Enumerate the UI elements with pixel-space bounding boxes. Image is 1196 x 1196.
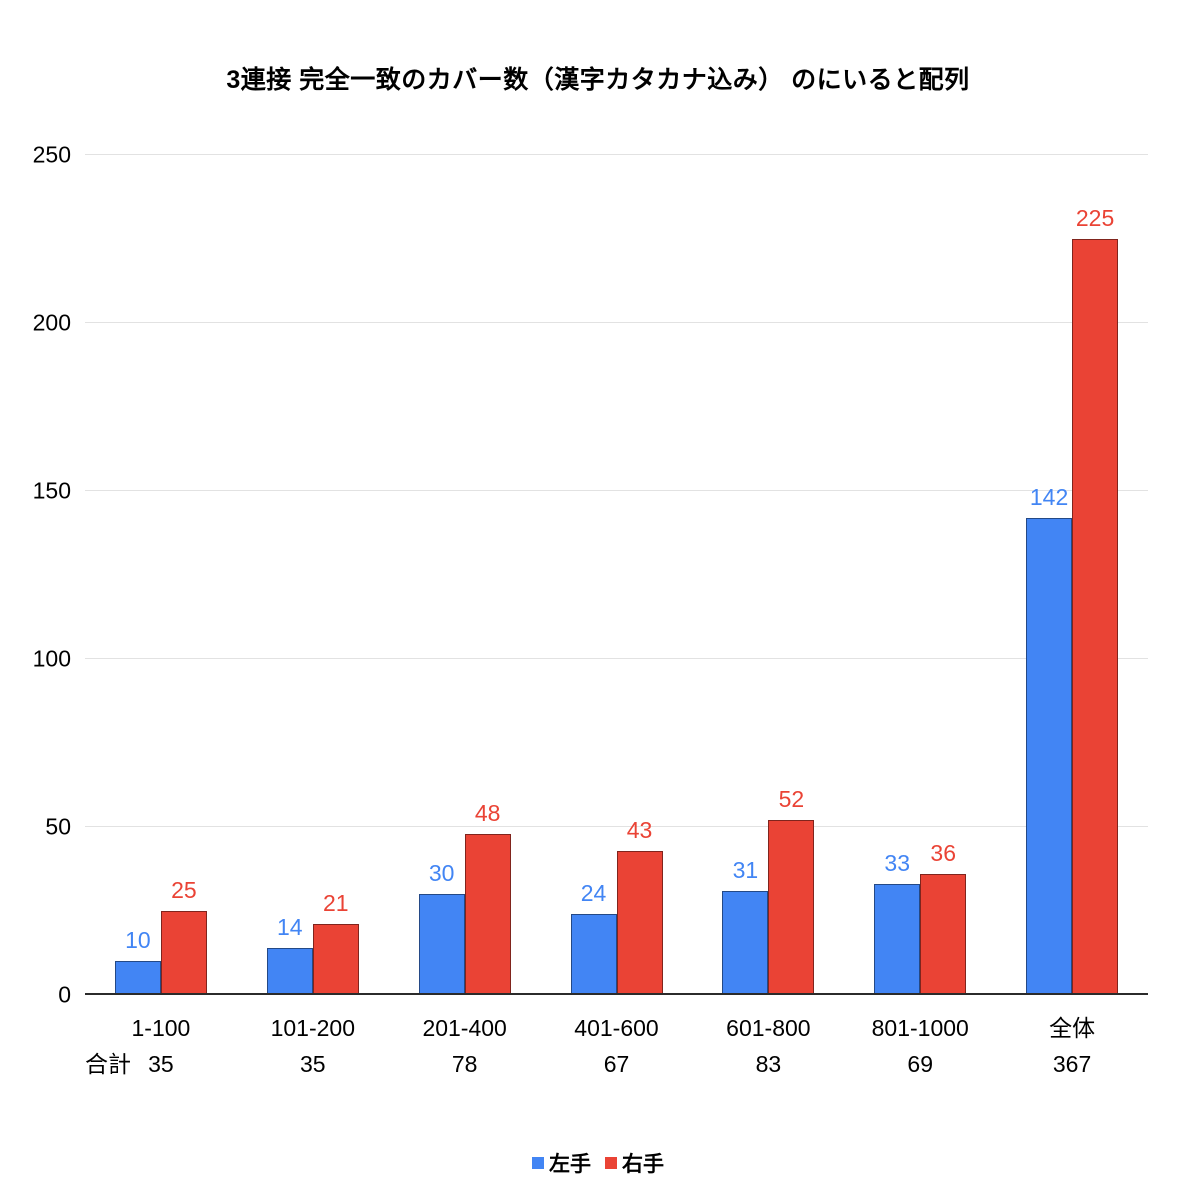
x-total-label: 35 (299, 1051, 326, 1077)
x-category-label: 201-400 (422, 1015, 507, 1041)
bar-groups: 10 25 14 21 30 48 24 43 31 52 33 36 142 225 (85, 155, 1148, 995)
x-category-label: 401-600 (574, 1015, 659, 1041)
bar-左手-1-100 (114, 961, 161, 995)
bar-group-801-1000: 33 36 (844, 155, 996, 995)
y-tick-label: 200 (32, 309, 71, 336)
y-tick-label: 150 (32, 477, 71, 504)
bar-右手-401-600 (616, 850, 663, 995)
bar-wrap: 25 (160, 155, 207, 995)
legend-item-左手: 左手 (532, 1148, 591, 1178)
bar-group-101-200: 14 21 (237, 155, 389, 995)
bar-value-label: 36 (930, 840, 957, 867)
chart-title: 3連接 完全一致のカバー数（漢字カタカナ込み） のにいると配列 (226, 66, 970, 94)
bar-wrap: 225 (1072, 155, 1119, 995)
bar-右手-101-200 (312, 924, 359, 995)
bar-group-全体: 142 225 (996, 155, 1148, 995)
bar-value-label: 25 (171, 877, 197, 903)
x-axis-baseline (85, 993, 1148, 995)
bar-右手-601-800 (768, 820, 815, 995)
y-tick-label: 50 (45, 813, 71, 840)
bar-value-label: 30 (428, 860, 455, 887)
bar-group-201-400: 30 48 (389, 155, 541, 995)
gridline-50 (85, 826, 1148, 827)
bar-wrap: 14 (266, 155, 313, 995)
bar-value-label: 43 (626, 816, 653, 843)
x-category-label: 101-200 (270, 1015, 355, 1041)
bar-右手-801-1000 (920, 874, 967, 995)
x-total-label: 35 (148, 1051, 174, 1077)
gridline-150 (85, 490, 1148, 491)
bar-wrap: 48 (464, 155, 511, 995)
bar-value-label: 33 (884, 850, 911, 877)
x-category-cell: 601-800 83 (692, 1013, 844, 1079)
legend-item-右手: 右手 (605, 1148, 664, 1178)
x-category-label: 1-100 (131, 1015, 191, 1041)
bar-group-1-100: 10 25 (85, 155, 237, 995)
y-tick-label: 0 (58, 981, 71, 1008)
bar-wrap: 24 (570, 155, 617, 995)
x-category-cell: 801-1000 69 (844, 1013, 996, 1079)
gridline-200 (85, 322, 1148, 323)
x-axis: 1-100 35 101-200 35 201-400 78 401-600 67 601-80… (85, 1013, 1148, 1079)
x-total-label: 78 (451, 1051, 478, 1077)
bar-右手-全体 (1072, 239, 1119, 995)
bar-左手-全体 (1026, 517, 1073, 995)
x-category-cell: 101-200 35 (237, 1013, 389, 1079)
bar-wrap: 52 (768, 155, 815, 995)
totals-row-label: 合計 (85, 1051, 131, 1077)
bar-wrap: 30 (418, 155, 465, 995)
x-category-cell: 401-600 67 (541, 1013, 693, 1079)
bar-右手-1-100 (160, 911, 207, 995)
x-total-label: 67 (603, 1051, 630, 1077)
bar-value-label: 142 (1029, 483, 1069, 510)
x-category-label: 全体 (1049, 1015, 1096, 1041)
bar-wrap: 31 (722, 155, 769, 995)
bar-右手-201-400 (464, 833, 511, 995)
bar-value-label: 24 (580, 880, 607, 907)
bar-group-601-800: 31 52 (692, 155, 844, 995)
bar-value-label: 225 (1075, 205, 1115, 231)
bar-value-label: 10 (125, 927, 151, 954)
bar-左手-401-600 (570, 914, 617, 995)
bar-value-label: 52 (778, 786, 805, 813)
plot-area: 0 50 100 150 200 250 10 25 14 21 30 48 24 43 31 52 33 36 1… (33, 143, 1148, 1006)
legend-label: 右手 (622, 1153, 664, 1176)
y-tick-label: 250 (32, 141, 71, 168)
bar-value-label: 48 (474, 799, 501, 826)
bar-wrap: 33 (874, 155, 921, 995)
x-category-cell: 1-100 35 (85, 1013, 237, 1079)
legend-swatch-icon (605, 1157, 617, 1169)
gridline-250 (85, 154, 1148, 155)
bar-左手-201-400 (418, 894, 465, 995)
x-category-cell: 全体 367 (996, 1013, 1148, 1079)
bar-左手-101-200 (266, 947, 313, 995)
legend: 左手 右手 (0, 1148, 1196, 1178)
x-category-label: 601-800 (726, 1015, 811, 1041)
bar-value-label: 31 (732, 856, 759, 883)
gridline-100 (85, 658, 1148, 659)
bar-value-label: 21 (322, 890, 349, 917)
x-category-label: 801-1000 (871, 1015, 969, 1041)
bar-wrap: 10 (114, 155, 161, 995)
x-category-cell: 201-400 78 (389, 1013, 541, 1079)
bar-value-label: 14 (276, 913, 303, 940)
bar-左手-601-800 (722, 890, 769, 995)
legend-swatch-icon (532, 1157, 544, 1169)
bar-group-401-600: 24 43 (541, 155, 693, 995)
x-total-label: 83 (755, 1051, 782, 1077)
bar-wrap: 43 (616, 155, 663, 995)
bar-wrap: 21 (312, 155, 359, 995)
bar-wrap: 36 (920, 155, 967, 995)
y-tick-label: 100 (32, 645, 71, 672)
x-total-label: 69 (907, 1051, 934, 1077)
x-total-label: 367 (1052, 1051, 1092, 1077)
legend-label: 左手 (549, 1153, 591, 1176)
bar-左手-801-1000 (874, 884, 921, 995)
bar-wrap: 142 (1026, 155, 1073, 995)
